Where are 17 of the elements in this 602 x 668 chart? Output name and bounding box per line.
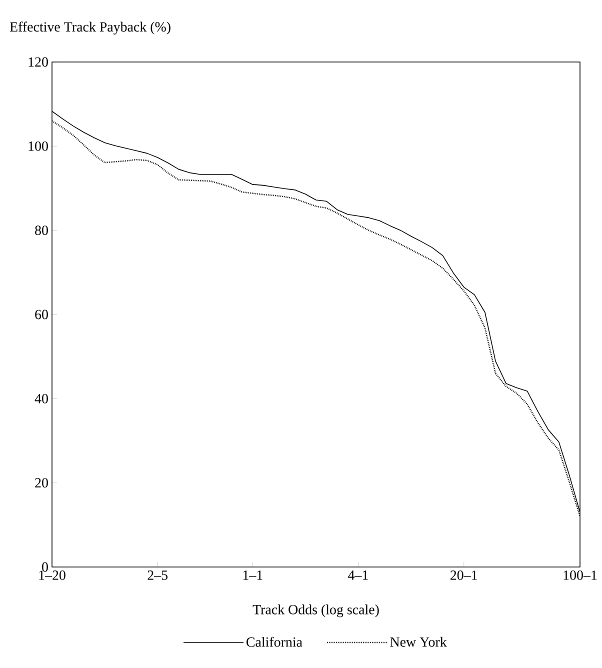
x-axis-title: Track Odds (log scale) <box>252 604 379 618</box>
y-tick-label: 0 <box>42 562 48 572</box>
y-tick-label: 40 <box>34 394 48 404</box>
legend-label: California <box>246 636 302 647</box>
y-tick-label: 60 <box>35 310 48 320</box>
y-tick-label: 120 <box>28 57 48 67</box>
legend-label: New York <box>390 636 447 647</box>
x-tick-label: 4–1 <box>348 570 368 580</box>
x-tick-label: 20–1 <box>450 570 477 580</box>
x-tick-label: 2–5 <box>148 570 168 580</box>
x-tick-label: 100–1 <box>564 570 597 580</box>
y-tick-label: 80 <box>35 226 48 236</box>
x-tick-label: 1–1 <box>243 570 262 580</box>
x-tick-label: 1–20 <box>39 570 66 580</box>
y-axis-title: Effective Track Payback (%) <box>10 22 170 34</box>
y-tick-label: 100 <box>28 141 48 151</box>
y-tick-label: 20 <box>35 478 48 488</box>
